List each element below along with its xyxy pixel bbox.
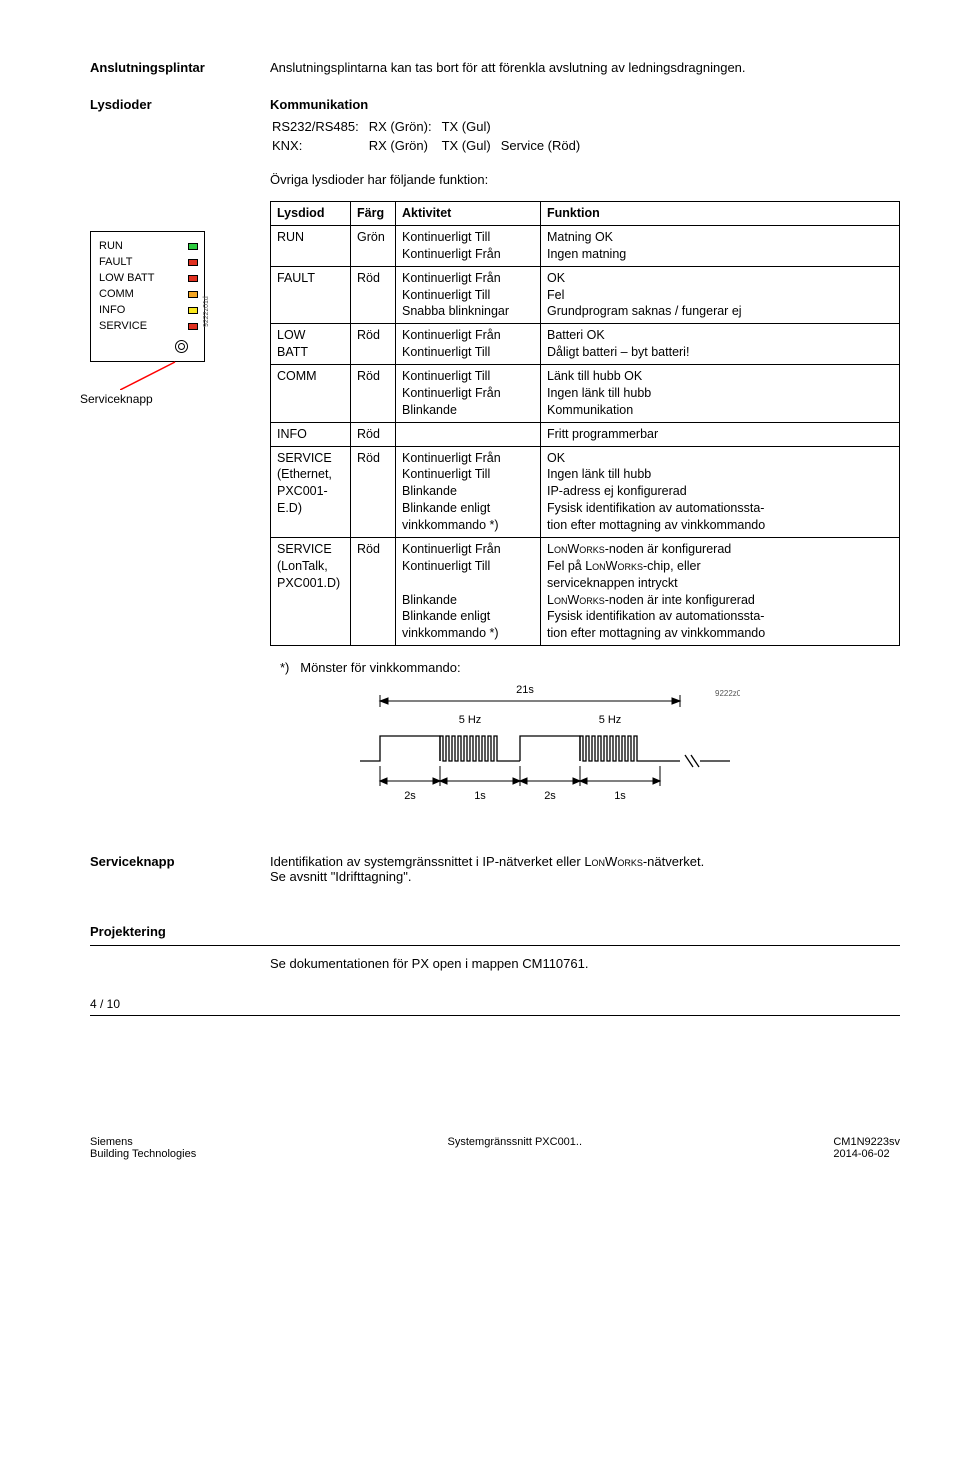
table-row: COMMRödKontinuerligt Till Kontinuerligt … bbox=[271, 365, 900, 423]
led-label: SERVICE bbox=[99, 318, 184, 334]
serviceknapp-text: Identifikation av systemgränssnittet i I… bbox=[270, 854, 584, 869]
timing-t3: 2s bbox=[544, 790, 556, 802]
cell-aktivitet: Kontinuerligt Till Kontinuerligt Från bbox=[396, 225, 541, 266]
table-row: INFORöd Fritt programmerbar bbox=[271, 422, 900, 446]
th-farg: Färg bbox=[351, 202, 396, 226]
led-label: RUN bbox=[99, 238, 184, 254]
timing-t1: 2s bbox=[404, 790, 416, 802]
comm-cell: RX (Grön): bbox=[369, 118, 440, 135]
cell-lysdiod: INFO bbox=[271, 422, 351, 446]
led-service-icon bbox=[188, 323, 198, 330]
cell-lysdiod: FAULT bbox=[271, 266, 351, 324]
communication-table: RS232/RS485: RX (Grön): TX (Gul) KNX: RX… bbox=[270, 116, 590, 156]
cell-funktion: Fritt programmerbar bbox=[541, 422, 900, 446]
led-lowbatt-icon bbox=[188, 275, 198, 282]
led-label: COMM bbox=[99, 286, 184, 302]
service-button-label: Serviceknapp bbox=[80, 392, 153, 406]
cell-aktivitet bbox=[396, 422, 541, 446]
footer-left: Siemens Building Technologies bbox=[90, 1136, 196, 1160]
footer-separator bbox=[90, 1015, 900, 1016]
th-funktion: Funktion bbox=[541, 202, 900, 226]
cell-aktivitet: Kontinuerligt Från Kontinuerligt Till Bl… bbox=[396, 446, 541, 537]
comm-cell: KNX: bbox=[272, 137, 367, 154]
led-info-icon bbox=[188, 307, 198, 314]
cell-lysdiod: SERVICE (LonTalk, PXC001.D) bbox=[271, 537, 351, 645]
table-row: SERVICE (LonTalk, PXC001.D)RödKontinuerl… bbox=[271, 537, 900, 645]
cell-lysdiod: COMM bbox=[271, 365, 351, 423]
th-aktivitet: Aktivitet bbox=[396, 202, 541, 226]
cell-aktivitet: Kontinuerligt Från Kontinuerligt Till Sn… bbox=[396, 266, 541, 324]
comm-cell: RX (Grön) bbox=[369, 137, 440, 154]
serviceknapp-text: -nätverket. bbox=[643, 854, 704, 869]
lonworks-text: LonWorks bbox=[585, 559, 643, 573]
led-fault-icon bbox=[188, 259, 198, 266]
cell-farg: Röd bbox=[351, 446, 396, 537]
table-row: FAULTRödKontinuerligt Från Kontinuerligt… bbox=[271, 266, 900, 324]
comm-cell: TX (Gul) bbox=[442, 137, 499, 154]
cell-lysdiod: SERVICE (Ethernet, PXC001- E.D) bbox=[271, 446, 351, 537]
cell-farg: Röd bbox=[351, 365, 396, 423]
leds-heading: Lysdioder bbox=[90, 97, 270, 112]
led-label: LOW BATT bbox=[99, 270, 184, 286]
led-label: INFO bbox=[99, 302, 184, 318]
serviceknapp-text: Se avsnitt "Idrifttagning". bbox=[270, 869, 411, 884]
led-comm-icon bbox=[188, 291, 198, 298]
timing-diagram: 21s 9222z02 5 Hz 5 Hz bbox=[360, 681, 900, 814]
cell-aktivitet: Kontinuerligt Från Kontinuerligt Till bbox=[396, 324, 541, 365]
projektering-heading: Projektering bbox=[90, 924, 900, 939]
cell-farg: Röd bbox=[351, 422, 396, 446]
table-row: RUNGrönKontinuerligt Till Kontinuerligt … bbox=[271, 225, 900, 266]
timing-t2: 1s bbox=[474, 790, 486, 802]
terminals-heading: Anslutningsplintar bbox=[90, 60, 270, 75]
communication-heading: Kommunikation bbox=[270, 97, 900, 112]
table-row: LOW BATTRödKontinuerligt Från Kontinuerl… bbox=[271, 324, 900, 365]
cell-farg: Röd bbox=[351, 537, 396, 645]
pointer-line-icon bbox=[120, 360, 180, 390]
led-label: FAULT bbox=[99, 254, 184, 270]
led-panel: RUN FAULT LOW BATT COMM INFO SERVICE 922… bbox=[90, 231, 220, 646]
cell-funktion: Matning OK Ingen matning bbox=[541, 225, 900, 266]
other-leds-intro: Övriga lysdioder har följande funktion: bbox=[270, 172, 900, 187]
cell-aktivitet: Kontinuerligt Från Kontinuerligt Till Bl… bbox=[396, 537, 541, 645]
comm-cell: RS232/RS485: bbox=[272, 118, 367, 135]
table-row: SERVICE (Ethernet, PXC001- E.D)RödKontin… bbox=[271, 446, 900, 537]
timing-hz1: 5 Hz bbox=[459, 714, 482, 726]
cell-funktion: Länk till hubb OK Ingen länk till hubb K… bbox=[541, 365, 900, 423]
led-run-icon bbox=[188, 243, 198, 250]
terminals-text: Anslutningsplintarna kan tas bort för at… bbox=[270, 60, 900, 75]
timing-total: 21s bbox=[516, 684, 534, 696]
projektering-text: Se dokumentationen för PX open i mappen … bbox=[270, 956, 900, 971]
footer-right: CM1N9223sv 2014-06-02 bbox=[833, 1136, 900, 1160]
timing-code: 9222z02 bbox=[715, 689, 740, 698]
page-footer: Siemens Building Technologies Systemgrän… bbox=[0, 1136, 960, 1180]
serviceknapp-heading: Serviceknapp bbox=[90, 854, 270, 869]
cell-funktion: OK Fel Grundprogram saknas / fungerar ej bbox=[541, 266, 900, 324]
lonworks-text: LonWorks bbox=[547, 593, 605, 607]
led-panel-code: 9222z01d bbox=[203, 296, 210, 327]
th-lysdiod: Lysdiod bbox=[271, 202, 351, 226]
comm-cell: Service (Röd) bbox=[501, 137, 588, 154]
timing-t4: 1s bbox=[614, 790, 626, 802]
comm-cell: TX (Gul) bbox=[442, 118, 499, 135]
lonworks-text: LonWorks bbox=[584, 854, 643, 869]
cell-farg: Röd bbox=[351, 266, 396, 324]
led-function-table: Lysdiod Färg Aktivitet Funktion RUNGrönK… bbox=[270, 201, 900, 646]
lonworks-text: LonWorks bbox=[547, 542, 605, 556]
cell-farg: Grön bbox=[351, 225, 396, 266]
section-separator bbox=[90, 945, 900, 946]
timing-hz2: 5 Hz bbox=[599, 714, 622, 726]
cell-funktion: Batteri OK Dåligt batteri – byt batteri! bbox=[541, 324, 900, 365]
service-button-icon bbox=[175, 340, 188, 353]
page-number: 4 / 10 bbox=[0, 997, 960, 1011]
cell-funktion: LonWorks-noden är konfigureradFel på Lon… bbox=[541, 537, 900, 645]
cell-funktion: OK Ingen länk till hubb IP-adress ej kon… bbox=[541, 446, 900, 537]
footnote-marker: *) bbox=[280, 660, 289, 675]
cell-aktivitet: Kontinuerligt Till Kontinuerligt Från Bl… bbox=[396, 365, 541, 423]
footer-mid: Systemgränssnitt PXC001.. bbox=[448, 1136, 583, 1160]
cell-farg: Röd bbox=[351, 324, 396, 365]
cell-lysdiod: LOW BATT bbox=[271, 324, 351, 365]
footnote-text: Mönster för vinkkommando: bbox=[300, 660, 460, 675]
cell-lysdiod: RUN bbox=[271, 225, 351, 266]
